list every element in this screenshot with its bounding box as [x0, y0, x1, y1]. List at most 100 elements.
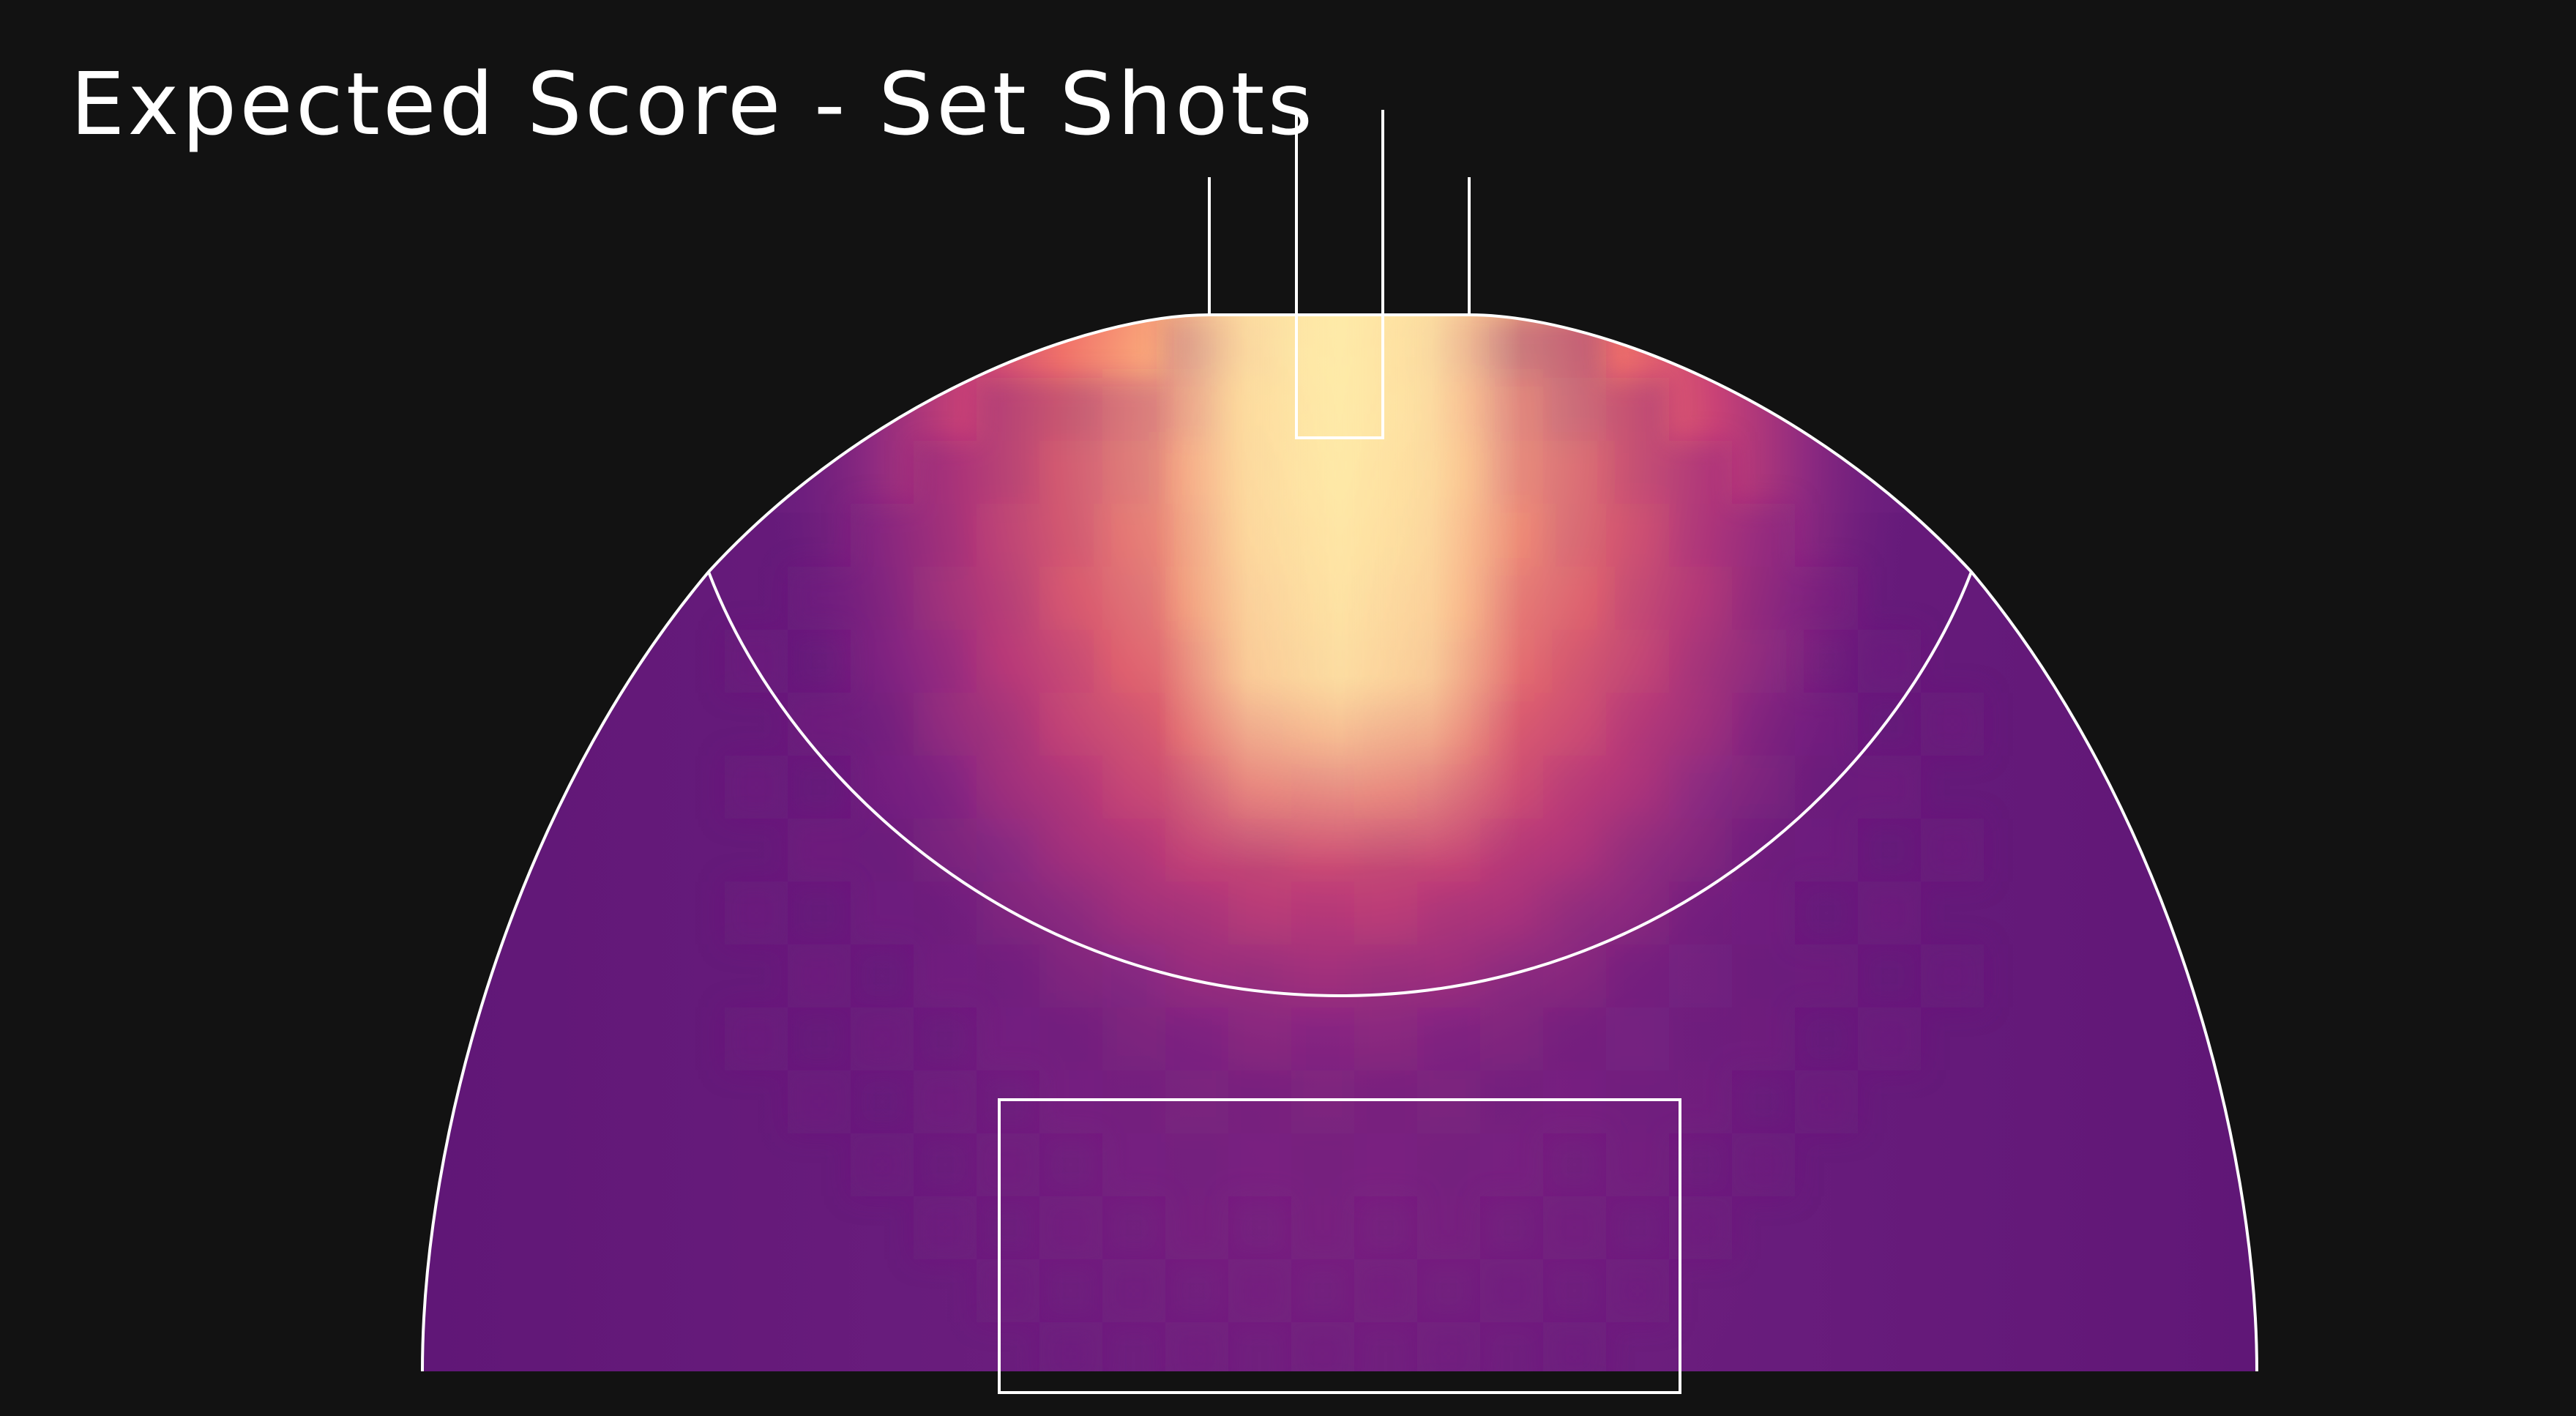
heatmap-cell	[1795, 1070, 1858, 1133]
heatmap-cell	[1669, 1196, 1732, 1259]
heatmap-cell	[1102, 1070, 1165, 1133]
heatmap-goal-column	[1157, 315, 1523, 871]
heatmap-cell	[851, 819, 914, 882]
centre-square	[998, 1098, 1681, 1394]
heatmap-cell	[1543, 630, 1606, 693]
heatmap-cell	[1606, 882, 1669, 944]
heatmap-cell	[1795, 819, 1858, 882]
heatmap-cell	[1228, 944, 1291, 1007]
heatmap-cell	[977, 944, 1039, 1007]
fifty-metre-arc	[707, 571, 1973, 998]
heatmap-cell	[1354, 944, 1417, 1007]
heatmap-cell	[1606, 819, 1669, 882]
heatmap-cell	[851, 882, 914, 944]
heatmap-cell	[1102, 756, 1165, 819]
heatmap-cell	[1480, 1007, 1543, 1070]
heatmap-cell	[1480, 882, 1543, 944]
heatmap-cell	[1417, 1007, 1480, 1070]
heatmap-cell	[1606, 441, 1669, 504]
heatmap-cell	[1732, 1133, 1795, 1196]
heatmap-cell	[1732, 882, 1795, 944]
heatmap-cell	[851, 756, 914, 819]
heatmap-cell	[1039, 819, 1102, 882]
heatmap-cell	[1669, 441, 1732, 504]
heatmap-cell	[1291, 1322, 1354, 1371]
heatmap-cell	[1795, 567, 1858, 630]
heatmap-cell	[788, 944, 851, 1007]
heatmap-cell	[1039, 1322, 1102, 1371]
heatmap-cell	[851, 504, 914, 567]
heatmap-cell	[1858, 756, 1921, 819]
heatmap-cell	[977, 693, 1039, 756]
heatmap-cell	[914, 756, 977, 819]
heatmap-cell	[788, 819, 851, 882]
heatmap-cell	[1039, 441, 1102, 504]
heatmap-cell	[1606, 693, 1669, 756]
chart-title: Expected Score - Set Shots	[70, 53, 1316, 154]
heatmap-cell	[788, 1070, 851, 1133]
heatmap-cell	[1354, 882, 1417, 944]
heatmap-cell	[1669, 567, 1732, 630]
heatmap-cell	[1102, 819, 1165, 882]
heatmap-cell	[788, 693, 851, 756]
heatmap-cell	[1039, 944, 1102, 1007]
heatmap-cell	[1228, 882, 1291, 944]
heatmap-cell	[1165, 1070, 1228, 1133]
heatmap-cell	[1732, 504, 1795, 567]
heatmap-cell	[977, 630, 1039, 693]
heatmap-cell	[1669, 819, 1732, 882]
heatmap-cell	[977, 882, 1039, 944]
heatmap-cell	[1669, 630, 1732, 693]
heatmap-cell	[1669, 504, 1732, 567]
heatmap-cell	[1102, 882, 1165, 944]
heatmap-cell	[1795, 756, 1858, 819]
heatmap-cell	[1606, 756, 1669, 819]
heatmap-cell	[1921, 693, 1984, 756]
heatmap-cell	[1480, 1259, 1543, 1322]
heatmap-cell	[1039, 1196, 1102, 1259]
heatmap-cell	[1039, 1070, 1102, 1133]
heatmap-cell	[1165, 1133, 1228, 1196]
heatmap-cell	[1732, 567, 1795, 630]
heatmap-cell	[1543, 567, 1606, 630]
heatmap-cell	[1102, 630, 1165, 693]
heatmap-cell	[1228, 1070, 1291, 1133]
heatmap-cell	[1165, 1322, 1228, 1371]
heatmap-cell	[977, 378, 1039, 441]
heatmap-cell	[1039, 693, 1102, 756]
heatmap-cell	[851, 693, 914, 756]
heatmap-cell	[1102, 504, 1165, 567]
heatmap-cell	[725, 630, 788, 693]
heatmap-cell	[851, 1133, 914, 1196]
heatmap-cell	[1543, 378, 1606, 441]
heatmap-cell	[1858, 1007, 1921, 1070]
heatmap-cell	[1543, 1196, 1606, 1259]
heatmap-cell	[1732, 630, 1795, 693]
heatmap-cell	[788, 567, 851, 630]
heatmap-cell	[1417, 1196, 1480, 1259]
heatmap-cell	[1669, 944, 1732, 1007]
heatmap-cell	[1921, 819, 1984, 882]
heatmap-cell	[1417, 944, 1480, 1007]
heatmap-cell	[914, 819, 977, 882]
heatmap-cell	[1417, 1322, 1480, 1371]
heatmap-cell	[914, 441, 977, 504]
heatmap-cell	[1228, 1133, 1291, 1196]
heatmap-cell	[725, 1007, 788, 1070]
heatmap-cell	[1669, 1007, 1732, 1070]
heatmap-cell	[1606, 567, 1669, 630]
goal-square	[1295, 313, 1384, 439]
heatmap-cell	[1354, 1070, 1417, 1133]
heatmap-cell	[1039, 756, 1102, 819]
heatmap-cell	[1102, 944, 1165, 1007]
heatmap-cell	[1102, 1133, 1165, 1196]
heatmap-cell	[914, 504, 977, 567]
heatmap-cell	[914, 944, 977, 1007]
heatmap-cell	[1606, 1133, 1669, 1196]
heatmap-cell	[977, 1133, 1039, 1196]
heatmap-cell	[1606, 1007, 1669, 1070]
heatmap-cell	[851, 1007, 914, 1070]
heatmap-cell	[1102, 378, 1165, 441]
